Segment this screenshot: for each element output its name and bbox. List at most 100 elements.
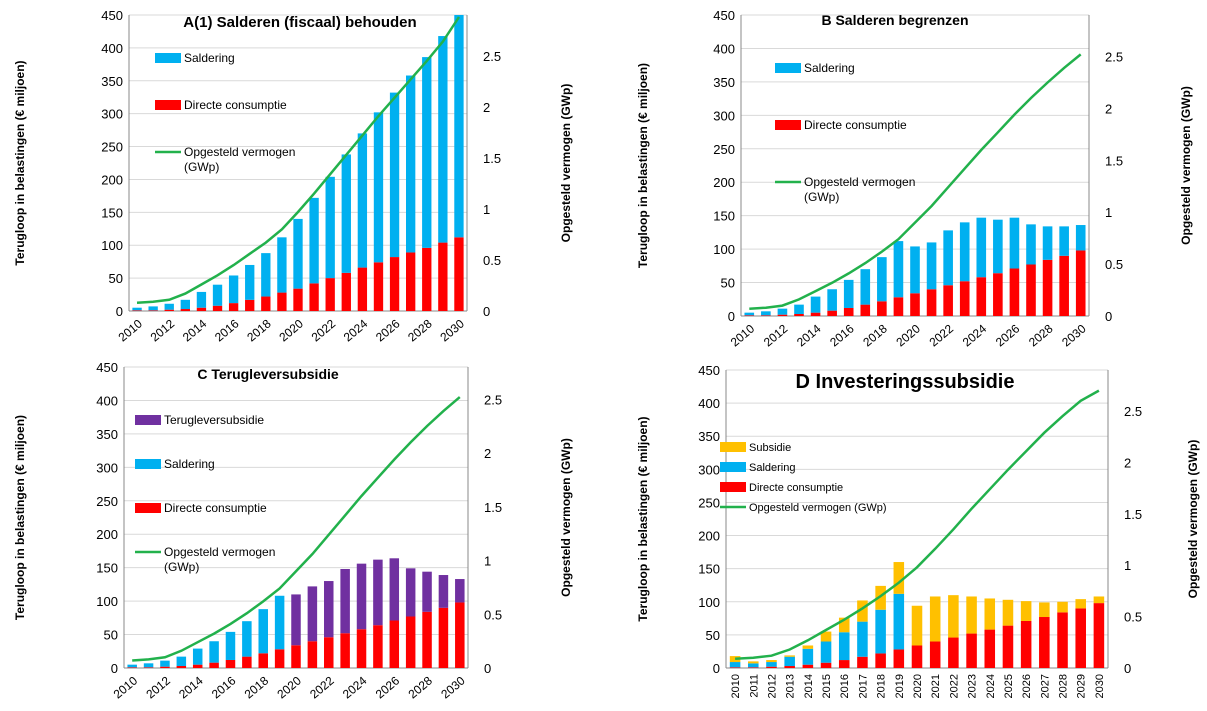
bar-subsidie-2010 xyxy=(729,656,741,663)
bar-directe-consumptie-2027 xyxy=(1039,617,1050,668)
y-tick-label: 350 xyxy=(96,427,118,442)
x-tick-label: 2028 xyxy=(406,673,436,701)
y2-tick-label: 1.5 xyxy=(484,500,502,515)
y2-tick-label: 0.5 xyxy=(1124,610,1142,625)
y2-axis-title: Opgesteld vermogen (GWp) xyxy=(1179,86,1193,245)
bar-subsidie-2023 xyxy=(966,596,977,634)
bar-saldering-2019 xyxy=(277,237,287,293)
y2-tick-label: 2.5 xyxy=(1105,50,1123,65)
bar-directe-consumptie-2010 xyxy=(127,667,137,668)
x-tick-label: 2017 xyxy=(857,674,869,698)
legend-swatch xyxy=(775,63,801,73)
bar-directe-consumptie-2028 xyxy=(422,611,432,668)
y2-tick-label: 1.5 xyxy=(1105,153,1123,168)
chart-panel-a: 0 50 100 150 200 250 300 350 400 450 0 0.5 1 1.5 2 2.5 2… xyxy=(13,8,573,344)
x-tick-label: 2014 xyxy=(176,673,206,701)
bar-directe-consumptie-2027 xyxy=(405,252,416,311)
bar-directe-consumptie-2027 xyxy=(1026,264,1036,316)
x-tick-label: 2024 xyxy=(985,674,997,698)
x-tick-label: 2028 xyxy=(1058,674,1070,698)
bar-directe-consumptie-2030 xyxy=(455,602,465,668)
y2-tick-label: 0 xyxy=(484,661,491,676)
y-tick-label: 400 xyxy=(101,41,123,56)
chart-title: D Investeringssubsidie xyxy=(796,371,1015,393)
series-line-opgesteld-vermogen xyxy=(749,53,1082,310)
x-tick-label: 2025 xyxy=(1003,674,1015,698)
bar-directe-consumptie-2019 xyxy=(893,297,904,316)
bar-directe-consumptie-2011 xyxy=(748,667,759,668)
bar-directe-consumptie-2014 xyxy=(192,664,203,668)
bar-directe-consumptie-2026 xyxy=(389,257,400,311)
bar-directe-consumptie-2027 xyxy=(405,616,416,668)
bar-directe-consumptie-2015 xyxy=(209,662,219,668)
x-tick-label: 2024 xyxy=(341,316,371,344)
bar-saldering-2018 xyxy=(258,609,268,654)
bar-directe-consumptie-2024 xyxy=(357,267,368,311)
legend-label-line: (GWp) xyxy=(184,160,219,174)
bar-directe-consumptie-2014 xyxy=(802,664,814,668)
legend-swatch xyxy=(135,415,161,425)
legend-label: Subsidie xyxy=(749,442,791,454)
bar-saldering-2023 xyxy=(959,222,970,282)
bar-saldering-2013 xyxy=(176,656,187,666)
y2-tick-label: 2.5 xyxy=(1124,404,1142,419)
bar-directe-consumptie-2025 xyxy=(1002,625,1014,668)
bar-saldering-2012 xyxy=(164,303,174,310)
bar-terugleversubsidie-2028 xyxy=(422,571,432,612)
bar-saldering-2021 xyxy=(309,197,319,284)
bar-directe-consumptie-2026 xyxy=(1020,620,1032,668)
bar-directe-consumptie-2020 xyxy=(911,645,923,668)
y-tick-label: 50 xyxy=(706,628,720,643)
x-tick-label: 2030 xyxy=(437,316,467,344)
bar-directe-consumptie-2012 xyxy=(766,666,777,668)
y-tick-label: 50 xyxy=(104,628,118,643)
x-tick-label: 2020 xyxy=(276,316,306,344)
y-tick-label: 350 xyxy=(698,429,720,444)
x-tick-label: 2028 xyxy=(1026,321,1056,349)
bar-terugleversubsidie-2029 xyxy=(438,575,449,608)
y-tick-label: 150 xyxy=(713,209,735,224)
bar-saldering-2014 xyxy=(802,648,814,665)
bar-saldering-2027 xyxy=(405,75,416,253)
y-tick-label: 350 xyxy=(713,75,735,90)
y-tick-label: 450 xyxy=(713,8,735,23)
y-tick-label: 50 xyxy=(721,276,735,291)
x-tick-label: 2016 xyxy=(209,673,239,701)
y-tick-label: 100 xyxy=(96,594,118,609)
bar-saldering-2024 xyxy=(357,133,368,268)
bar-saldering-2018 xyxy=(875,609,886,654)
bar-subsidie-2012 xyxy=(766,660,777,663)
y-tick-label: 250 xyxy=(698,495,720,510)
bar-saldering-2016 xyxy=(838,632,850,661)
legend-label-line: (GWp) xyxy=(804,190,839,204)
y2-tick-label: 1.5 xyxy=(483,151,501,166)
y-tick-label: 100 xyxy=(101,238,123,253)
series-line-opgesteld-vermogen xyxy=(735,389,1100,661)
bar-saldering-2012 xyxy=(777,308,788,315)
bar-directe-consumptie-2023 xyxy=(341,272,351,311)
x-tick-label: 2022 xyxy=(948,674,960,698)
legend-label: Directe consumptie xyxy=(804,118,907,132)
legend-label: Directe consumptie xyxy=(184,98,287,112)
bar-saldering-2020 xyxy=(910,246,920,294)
bar-directe-consumptie-2028 xyxy=(422,247,432,311)
series-line-opgesteld-vermogen xyxy=(132,396,461,662)
bar-terugleversubsidie-2021 xyxy=(307,586,318,642)
y2-axis-title: Opgesteld vermogen (GWp) xyxy=(1186,440,1200,599)
bar-directe-consumptie-2010 xyxy=(132,310,142,311)
legend-label: Opgesteld vermogen (GWp) xyxy=(164,545,275,574)
y2-tick-label: 2.5 xyxy=(483,49,501,64)
y2-axis-title: Opgesteld vermogen (GWp) xyxy=(559,84,573,243)
bar-saldering-2026 xyxy=(389,92,400,258)
y-tick-label: 200 xyxy=(101,172,123,187)
bar-directe-consumptie-2019 xyxy=(274,649,285,668)
bar-saldering-2021 xyxy=(926,242,937,290)
bar-directe-consumptie-2024 xyxy=(976,277,987,316)
bar-subsidie-2027 xyxy=(1039,602,1050,618)
bar-directe-consumptie-2021 xyxy=(309,283,319,311)
bar-directe-consumptie-2012 xyxy=(777,314,788,316)
bar-subsidie-2030 xyxy=(1093,596,1105,604)
bar-directe-consumptie-2011 xyxy=(143,667,154,668)
bar-saldering-2011 xyxy=(761,311,771,316)
y2-tick-label: 2 xyxy=(1124,455,1131,470)
